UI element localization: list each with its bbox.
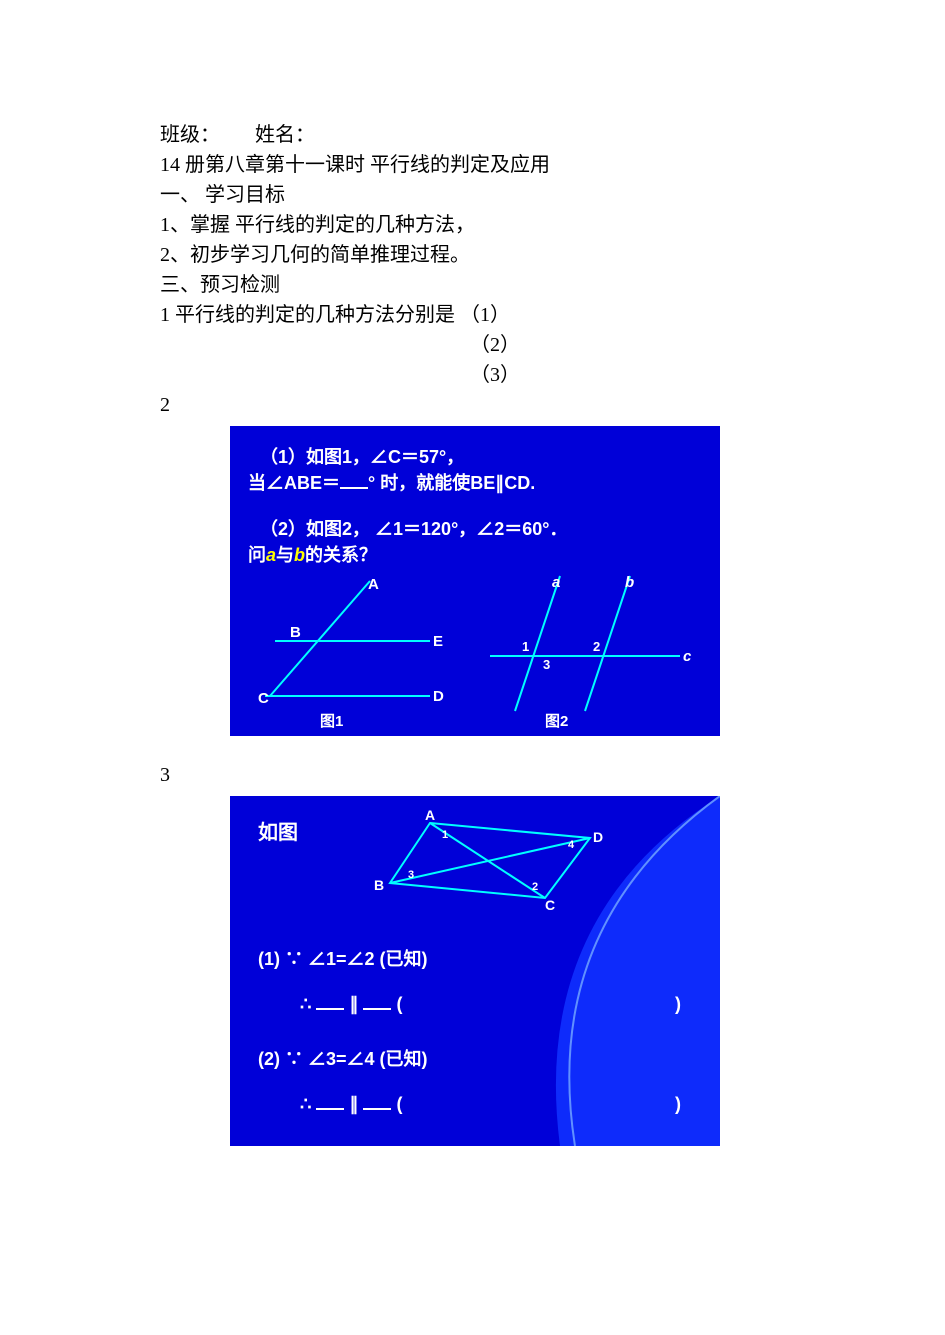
- section1-item1: 1、掌握 平行线的判定的几种方法，: [160, 210, 785, 240]
- s2-q2a: (2) ∵ ∠3=∠4 (已知): [258, 1046, 428, 1073]
- document-page: 班级： 姓名： 14 册第八章第十一课时 平行线的判定及应用 一、 学习目标 1…: [0, 0, 945, 1230]
- slide-2: 如图 A D B C 1 2 3 4 (1) ∵ ∠1=∠2 (已知) ∴ ∥ …: [230, 796, 720, 1146]
- lbl-A: A: [368, 576, 379, 593]
- lbl-E: E: [433, 633, 443, 650]
- lbl-D: D: [433, 688, 444, 705]
- fig2-label: 图2: [545, 711, 568, 734]
- q1-line3: （3）: [160, 360, 785, 390]
- blank-1: [340, 473, 368, 489]
- s1-line3: （2）如图2， ∠1＝120°，∠2＝60°．: [260, 516, 568, 543]
- lesson-title: 14 册第八章第十一课时 平行线的判定及应用: [160, 150, 785, 180]
- blank-3a: [316, 1094, 344, 1110]
- lbl-c: c: [683, 648, 692, 665]
- section3-heading: 三、预习检测: [160, 270, 785, 300]
- s2-C: C: [545, 897, 555, 913]
- s2-q1a: (1) ∵ ∠1=∠2 (已知): [258, 946, 428, 973]
- s1-line1: （1）如图1，∠C＝57°，: [260, 444, 464, 471]
- q1-line2: （2）: [160, 330, 785, 360]
- blank-3b: [363, 1094, 391, 1110]
- figure-3: A D B C 1 2 3 4: [360, 808, 620, 918]
- s2-B: B: [374, 877, 384, 893]
- q3-number: 3: [160, 760, 785, 790]
- s2-n2: 2: [532, 881, 538, 893]
- s2-n4: 4: [568, 839, 575, 851]
- q1-line1: 1 平行线的判定的几种方法分别是 （1）: [160, 300, 785, 330]
- lbl-1: 1: [522, 639, 529, 654]
- blank-2a: [316, 994, 344, 1010]
- lbl-B: B: [290, 624, 301, 641]
- s2-q2b: ∴ ∥ (: [300, 1091, 402, 1118]
- name-label: 姓名：: [255, 124, 315, 146]
- lbl-a: a: [552, 574, 560, 591]
- lbl-3: 3: [543, 657, 550, 672]
- figure-1: A B E C D: [250, 571, 460, 721]
- header-line: 班级： 姓名：: [160, 120, 785, 150]
- s1-line4: 问a与b的关系？: [248, 542, 377, 569]
- s2-q1b-close: ): [675, 991, 681, 1018]
- figure-2: a b c 1 3 2: [480, 571, 700, 721]
- s2-n3: 3: [408, 869, 414, 881]
- s2-A: A: [425, 808, 435, 823]
- lbl-b: b: [625, 574, 634, 591]
- section1-item2: 2、初步学习几何的简单推理过程。: [160, 240, 785, 270]
- s2-q1b: ∴ ∥ (: [300, 991, 402, 1018]
- class-label: 班级：: [160, 124, 220, 146]
- blank-2b: [363, 994, 391, 1010]
- section1-heading: 一、 学习目标: [160, 180, 785, 210]
- slide-1: （1）如图1，∠C＝57°， 当∠ABE＝° 时，就能使BE∥CD. （2）如图…: [230, 426, 720, 736]
- q2-number: 2: [160, 390, 785, 420]
- s2-D: D: [593, 829, 603, 845]
- s2-q2b-close: ): [675, 1091, 681, 1118]
- s2-title: 如图: [258, 818, 298, 848]
- s2-n1: 1: [442, 829, 448, 841]
- lbl-2: 2: [593, 639, 600, 654]
- lbl-C: C: [258, 690, 269, 707]
- fig1-label: 图1: [320, 711, 343, 734]
- s1-line2: 当∠ABE＝° 时，就能使BE∥CD.: [248, 470, 535, 497]
